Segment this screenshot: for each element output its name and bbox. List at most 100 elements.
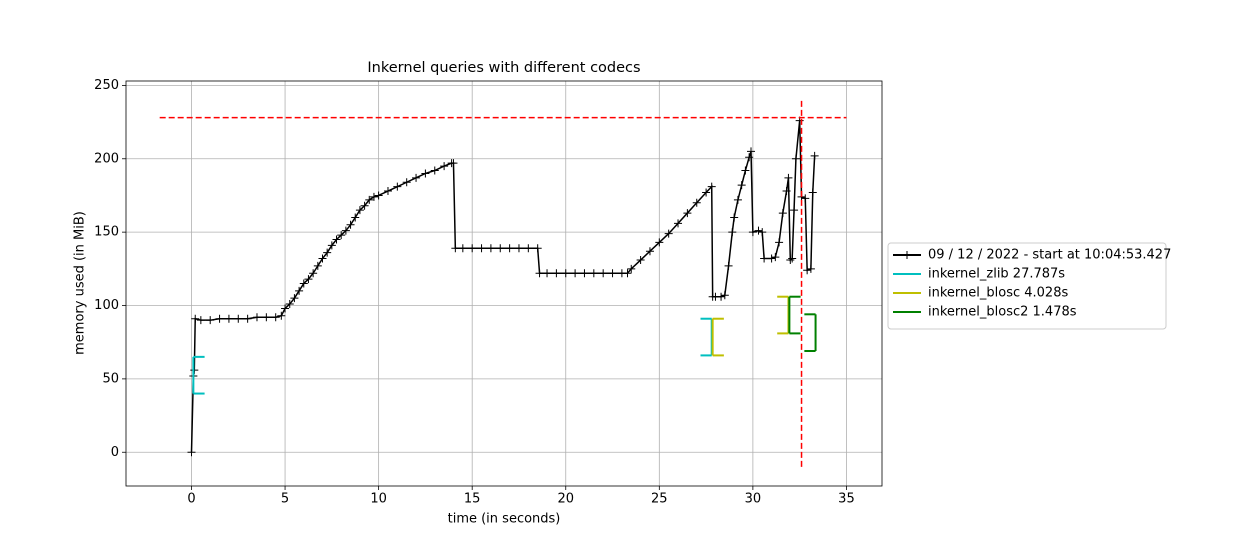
point-marker: [430, 166, 439, 175]
point-marker: [692, 198, 701, 207]
point-marker: [728, 228, 737, 237]
legend-label: inkernel_blosc2 1.478s: [928, 305, 1077, 320]
point-marker: [451, 244, 460, 253]
point-marker: [707, 182, 716, 191]
point-marker: [374, 191, 383, 200]
legend-label: inkernel_blosc 4.028s: [928, 286, 1068, 301]
point-marker: [468, 244, 477, 253]
point-marker: [754, 226, 763, 235]
point-marker: [733, 195, 742, 204]
x-tick-label: 30: [745, 492, 762, 507]
point-marker: [790, 206, 799, 215]
point-marker: [627, 264, 636, 273]
point-marker: [505, 244, 514, 253]
point-marker: [337, 231, 346, 240]
x-tick-label: 15: [464, 492, 481, 507]
point-marker: [215, 314, 224, 323]
point-marker: [778, 209, 787, 218]
x-tick-label: 10: [370, 492, 387, 507]
point-marker: [803, 266, 812, 275]
point-marker: [810, 151, 819, 160]
point-marker: [784, 173, 793, 182]
point-marker: [745, 153, 754, 162]
point-marker: [360, 201, 369, 210]
point-marker: [717, 292, 726, 301]
point-marker: [786, 256, 795, 265]
y-axis-label: memory used (in MiB): [73, 211, 88, 355]
point-marker: [782, 187, 791, 196]
point-marker: [383, 187, 392, 196]
point-marker: [806, 264, 815, 273]
point-marker: [599, 269, 608, 278]
point-marker: [775, 238, 784, 247]
point-marker: [243, 314, 252, 323]
y-tick-label: 250: [94, 78, 119, 93]
point-marker: [304, 275, 313, 284]
point-marker: [535, 269, 544, 278]
point-marker: [191, 314, 200, 323]
point-marker: [571, 269, 580, 278]
legend-label: 09 / 12 / 2022 - start at 10:04:53.427: [928, 248, 1171, 263]
point-marker: [351, 213, 360, 222]
x-tick-label: 0: [187, 492, 195, 507]
point-marker: [664, 229, 673, 238]
point-marker: [458, 244, 467, 253]
legend-label: inkernel_zlib 27.787s: [928, 267, 1065, 282]
point-marker: [421, 169, 430, 178]
y-tick-label: 200: [94, 151, 119, 166]
point-marker: [262, 313, 271, 322]
point-marker: [580, 269, 589, 278]
point-marker: [589, 269, 598, 278]
point-marker: [440, 162, 449, 171]
x-tick-label: 20: [557, 492, 574, 507]
point-marker: [309, 269, 318, 278]
point-marker: [767, 254, 776, 263]
point-marker: [552, 269, 561, 278]
point-marker: [724, 261, 733, 270]
point-marker: [533, 244, 542, 253]
point-marker: [655, 238, 664, 247]
series-line: [190, 120, 816, 453]
point-marker: [808, 188, 817, 197]
point-marker: [477, 244, 486, 253]
point-marker: [449, 159, 458, 168]
point-marker: [224, 314, 233, 323]
point-marker: [369, 192, 378, 201]
point-marker: [196, 316, 205, 325]
point-marker: [737, 181, 746, 190]
point-marker: [327, 241, 336, 250]
point-marker: [747, 147, 756, 156]
point-marker: [295, 286, 304, 295]
point-marker: [788, 254, 797, 263]
point-marker: [760, 254, 769, 263]
y-tick-label: 100: [94, 298, 119, 313]
point-marker: [346, 220, 355, 229]
point-marker: [281, 304, 290, 313]
point-marker: [730, 213, 739, 222]
point-marker: [623, 269, 632, 278]
point-marker: [561, 269, 570, 278]
point-marker: [801, 194, 810, 203]
point-marker: [741, 166, 750, 175]
legend-marker: [903, 251, 911, 259]
point-marker: [608, 269, 617, 278]
point-marker: [323, 248, 332, 257]
point-marker: [318, 254, 327, 263]
point-marker: [365, 195, 374, 204]
point-marker: [771, 253, 780, 262]
point-marker: [758, 228, 767, 237]
point-marker: [496, 244, 505, 253]
point-marker: [524, 244, 533, 253]
point-marker: [313, 261, 322, 270]
point-marker: [341, 226, 350, 235]
x-tick-label: 25: [651, 492, 668, 507]
point-marker: [234, 314, 243, 323]
point-marker: [271, 313, 280, 322]
y-tick-label: 150: [94, 225, 119, 240]
x-axis-label: time (in seconds): [448, 512, 561, 527]
y-tick-label: 0: [111, 445, 119, 460]
point-marker: [514, 244, 523, 253]
x-tick-label: 35: [838, 492, 855, 507]
point-marker: [252, 313, 261, 322]
